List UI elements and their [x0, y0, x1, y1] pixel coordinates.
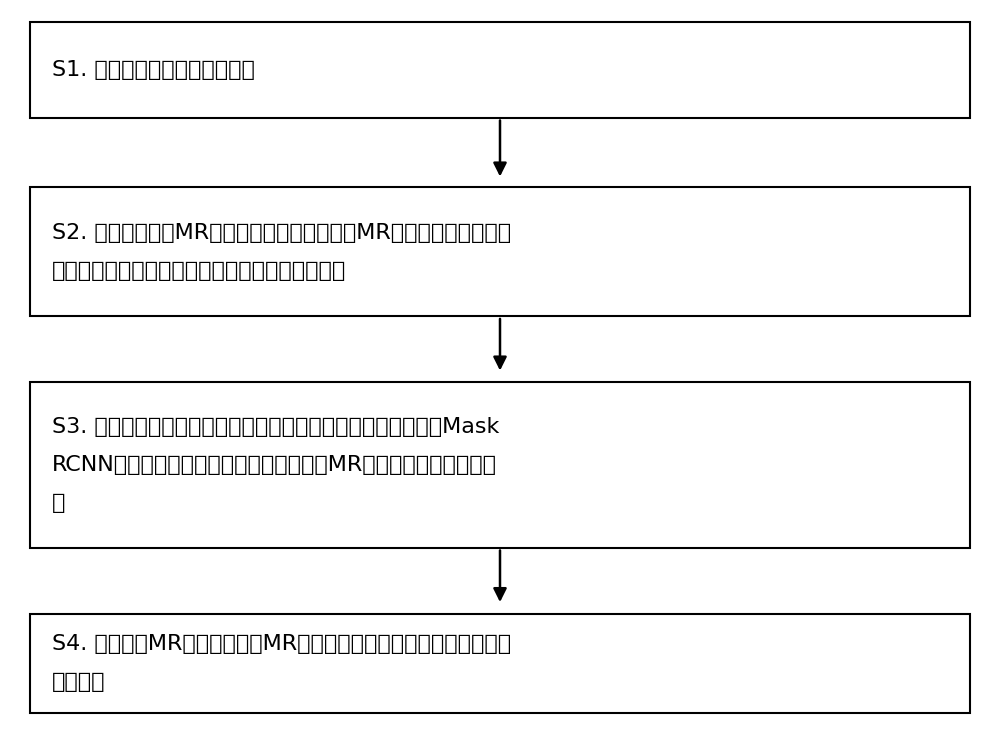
- Text: S3. 将所有的所述样本图像送入集目标检测和实例分割于一体的Mask: S3. 将所有的所述样本图像送入集目标检测和实例分割于一体的Mask: [52, 417, 499, 437]
- Text: S1. 获取脑肿瘤公开数据训练集: S1. 获取脑肿瘤公开数据训练集: [52, 60, 255, 80]
- FancyBboxPatch shape: [30, 382, 970, 548]
- Text: 型: 型: [52, 493, 65, 513]
- FancyBboxPatch shape: [30, 187, 970, 316]
- FancyBboxPatch shape: [30, 22, 970, 118]
- Text: S4. 将待处理MR图像导入所述MR脑肿瘤图像实例分割模型，输出实例: S4. 将待处理MR图像导入所述MR脑肿瘤图像实例分割模型，输出实例: [52, 634, 511, 654]
- Text: 别进行灰度数据归一化处理，得到对应的样本图像: 别进行灰度数据归一化处理，得到对应的样本图像: [52, 261, 346, 281]
- Text: 分割结果: 分割结果: [52, 673, 106, 692]
- Text: S2. 针对所述多个MR脑肿瘤图像样本中的各个MR脑肿瘤图像样本，分: S2. 针对所述多个MR脑肿瘤图像样本中的各个MR脑肿瘤图像样本，分: [52, 223, 511, 243]
- Text: RCNN网络模型进行训练，得到训练完毕的MR脑肿瘤图像实例分割模: RCNN网络模型进行训练，得到训练完毕的MR脑肿瘤图像实例分割模: [52, 455, 497, 475]
- FancyBboxPatch shape: [30, 614, 970, 713]
